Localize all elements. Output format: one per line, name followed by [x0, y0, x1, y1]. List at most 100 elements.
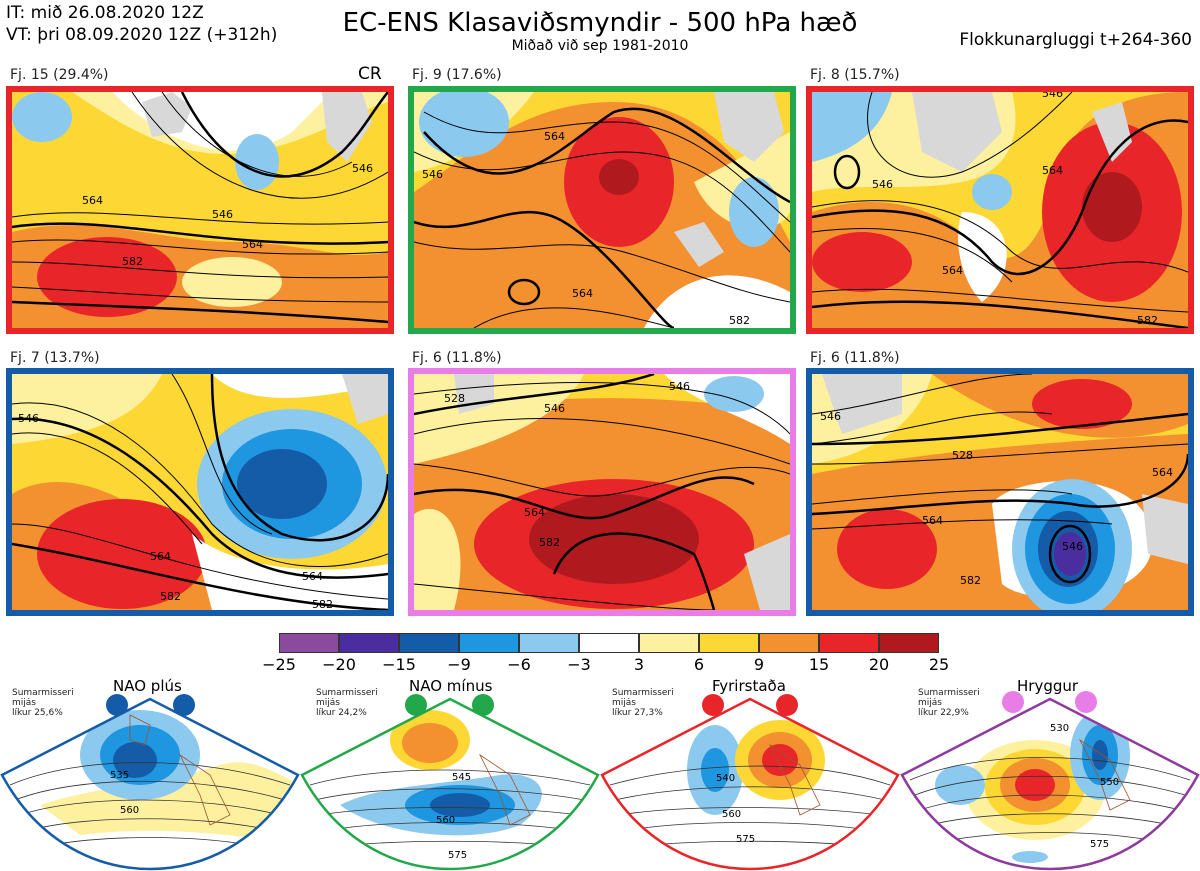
colorbar-cell: [399, 633, 459, 653]
contour-label: 546: [1042, 92, 1063, 100]
regime-info: Sumarmisseri mijás líkur 27,3%: [612, 688, 674, 718]
colorbar-cell: [459, 633, 519, 653]
contour-label: 546: [352, 162, 373, 175]
contour-label: 582: [312, 598, 333, 610]
contour-label: 550: [1100, 777, 1119, 788]
colorbar-cell: [339, 633, 399, 653]
contour-label: 546: [544, 402, 565, 415]
cluster-map-2: 564 546 564 582: [408, 86, 796, 334]
regime-marker-icon: [106, 694, 128, 716]
colorbar-tick: −6: [507, 655, 531, 674]
contour-label: 535: [110, 770, 129, 781]
contour-label: 546: [872, 178, 893, 191]
contour-label: 582: [122, 255, 143, 268]
contour-label: 560: [120, 805, 139, 816]
colorbar-tick: 3: [633, 655, 645, 674]
contour-label: 564: [524, 506, 545, 519]
colorbar-cell: [639, 633, 699, 653]
contour-label: 545: [452, 772, 471, 783]
colorbar-cell: [819, 633, 879, 653]
contour-label: 582: [160, 590, 181, 603]
contour-label: 546: [669, 380, 690, 393]
regime-map: 535 560: [0, 697, 300, 871]
contour-label: 528: [444, 392, 465, 405]
contour-label: 560: [436, 815, 455, 826]
contour-label: 582: [1137, 314, 1158, 327]
regime-marker-icon: [776, 694, 798, 716]
contour-label: 564: [922, 514, 943, 527]
contour-label: 564: [572, 287, 593, 300]
contour-label: 582: [539, 536, 560, 549]
colorbar-tick: 9: [753, 655, 765, 674]
header-run-times: IT: mið 26.08.2020 12Z VT: þri 08.09.202…: [6, 2, 277, 46]
regime-info: Sumarmisseri mijás líkur 22,9%: [918, 688, 980, 718]
colorbar-tick: 25: [928, 655, 950, 674]
regime-marker-icon: [1075, 691, 1097, 713]
colorbar-tick: −20: [322, 655, 356, 674]
panel-cr-label: CR: [358, 64, 382, 84]
contour-label: 528: [952, 449, 973, 462]
colorbar-tick: 15: [808, 655, 830, 674]
regime-marker-icon: [702, 694, 724, 716]
contour-label: 546: [212, 208, 233, 221]
colorbar-cell: [279, 633, 339, 653]
cluster-map-5: 528 546 564 582 546: [408, 368, 796, 616]
contour-label: 564: [1152, 466, 1173, 479]
colorbar-cell: [759, 633, 819, 653]
regime-marker-icon: [472, 694, 494, 716]
contour-label: 540: [716, 773, 735, 784]
regime-title: Hryggur: [1017, 677, 1079, 695]
valid-time: VT: þri 08.09.2020 12Z (+312h): [6, 25, 278, 45]
contour-label: 530: [1050, 723, 1069, 734]
panel-label-3: Fj. 8 (15.7%): [810, 67, 900, 83]
colorbar-tick: −15: [382, 655, 416, 674]
panel-label-6: Fj. 6 (11.8%): [810, 350, 900, 366]
classification-window: Flokkunargluggi t+264-360: [959, 30, 1192, 50]
colorbar-cell: [879, 633, 939, 653]
contour-label: 575: [736, 834, 755, 845]
contour-label: 546: [18, 412, 39, 425]
colorbar-cell: [699, 633, 759, 653]
contour-label: 546: [820, 410, 841, 423]
contour-label: 564: [150, 550, 171, 563]
page-subtitle: Miðað við sep 1981-2010: [511, 38, 689, 54]
contour-label: 582: [729, 314, 750, 327]
cluster-map-6: 528 546 564 582 564 546: [806, 368, 1194, 616]
colorbar-tick: −3: [567, 655, 591, 674]
page-title: EC-ENS Klasaviðsmyndir - 500 hPa hæð: [342, 8, 858, 38]
regime-map: 545 560 575: [300, 697, 600, 871]
regime-title: NAO mínus: [409, 677, 493, 695]
colorbar-tick: 20: [868, 655, 890, 674]
regime-info: Sumarmisseri mijás líkur 25,6%: [12, 688, 74, 718]
regime-title: NAO plús: [113, 677, 182, 695]
cluster-map-3: 546 564 546 564 582: [806, 86, 1194, 334]
contour-label: 564: [1042, 164, 1063, 177]
panel-label-2: Fj. 9 (17.6%): [412, 67, 502, 83]
panel-label-1: Fj. 15 (29.4%): [10, 67, 109, 83]
regime-map: 530 550 575: [900, 697, 1200, 871]
regime-title: Fyrirstaða: [712, 677, 786, 695]
contour-label: 564: [242, 238, 263, 251]
contour-label: 582: [960, 574, 981, 587]
panel-label-5: Fj. 6 (11.8%): [412, 350, 502, 366]
contour-label: 564: [302, 570, 323, 583]
panel-label-4: Fj. 7 (13.7%): [10, 350, 100, 366]
contour-label: 575: [448, 850, 467, 861]
regime-marker-icon: [173, 694, 195, 716]
colorbar-tick: 6: [693, 655, 705, 674]
regime-info: Sumarmisseri mijás líkur 24,2%: [316, 688, 378, 718]
contour-label: 546: [422, 168, 443, 181]
regime-map: 540 560 575: [600, 697, 900, 871]
contour-label: 560: [722, 809, 741, 820]
colorbar-tick: −9: [447, 655, 471, 674]
colorbar-cell: [579, 633, 639, 653]
contour-label: 564: [82, 194, 103, 207]
regime-marker-icon: [1002, 691, 1024, 713]
cluster-map-4: 546 564 582 564 582: [6, 368, 394, 616]
contour-label: 564: [942, 264, 963, 277]
colorbar-cell: [519, 633, 579, 653]
regime-marker-icon: [405, 694, 427, 716]
contour-label: 575: [1090, 839, 1109, 850]
initial-time: IT: mið 26.08.2020 12Z: [6, 3, 204, 23]
contour-label: 546: [1062, 540, 1083, 553]
